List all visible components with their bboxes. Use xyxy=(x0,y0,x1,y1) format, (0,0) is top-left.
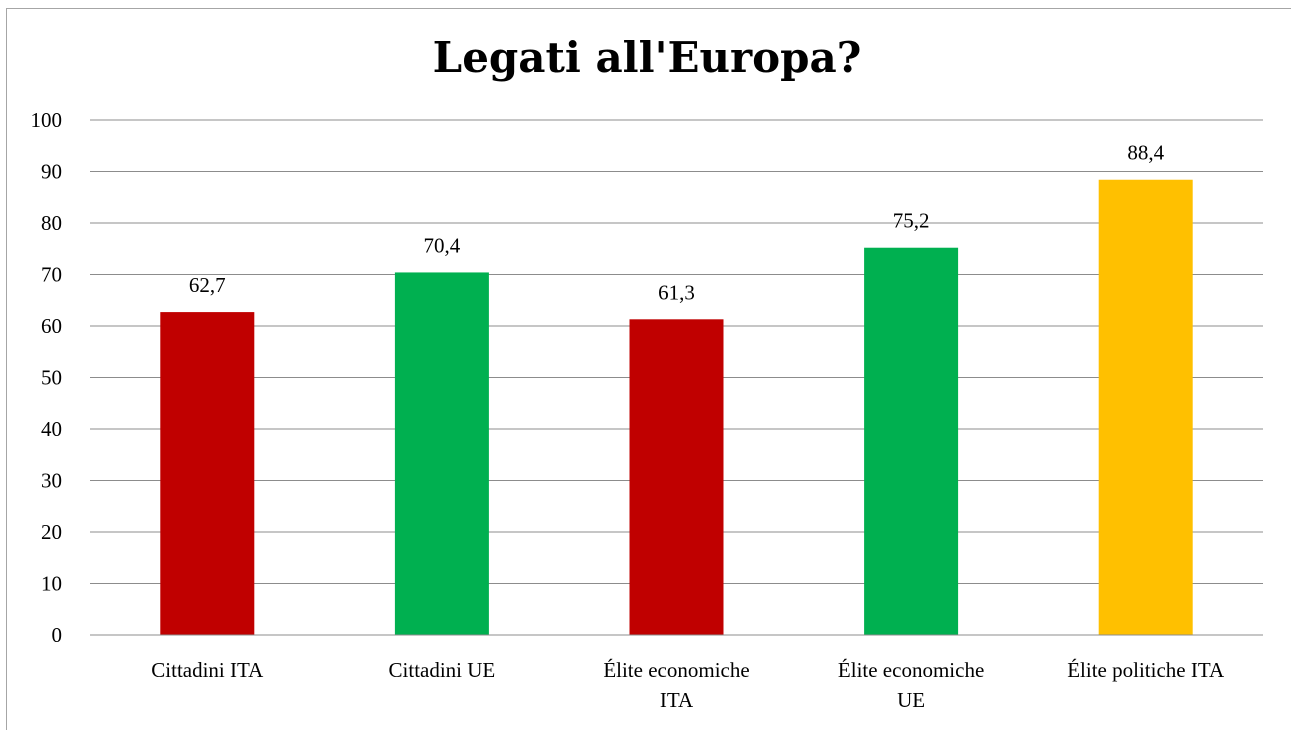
y-tick-label: 30 xyxy=(41,469,62,493)
x-tick-label: Cittadini ITA xyxy=(151,658,264,682)
data-label: 62,7 xyxy=(189,273,226,297)
bar xyxy=(1098,179,1193,636)
data-label: 88,4 xyxy=(1127,141,1164,165)
y-tick-label: 10 xyxy=(41,572,62,596)
data-label: 61,3 xyxy=(658,280,695,304)
chart-frame xyxy=(6,8,1291,730)
bar xyxy=(160,312,255,635)
y-tick-label: 70 xyxy=(41,263,62,287)
y-tick-label: 0 xyxy=(52,623,63,647)
data-label: 75,2 xyxy=(893,209,930,233)
y-tick-label: 100 xyxy=(31,108,63,132)
x-tick-label: Cittadini UE xyxy=(389,658,496,682)
y-axis-ticks: 0 10 20 30 40 50 60 70 80 90 100 xyxy=(31,108,63,647)
y-tick-label: 50 xyxy=(41,366,62,390)
x-tick-label: Élite politiche ITA xyxy=(1067,658,1225,682)
x-axis-labels: Cittadini ITA Cittadini UE Élite economich… xyxy=(151,658,1225,712)
bars xyxy=(160,179,1193,636)
y-tick-label: 90 xyxy=(41,160,62,184)
x-tick-label: UE xyxy=(897,688,925,712)
data-label: 70,4 xyxy=(424,233,461,257)
x-tick-label: Élite economiche xyxy=(603,658,749,682)
y-tick-label: 60 xyxy=(41,314,62,338)
bar xyxy=(394,272,489,635)
y-tick-label: 40 xyxy=(41,417,62,441)
bar xyxy=(864,247,959,635)
y-tick-label: 80 xyxy=(41,211,62,235)
x-tick-label: ITA xyxy=(660,688,694,712)
bar xyxy=(629,319,724,635)
chart-title: Legati all'Europa? xyxy=(433,33,862,82)
data-labels: 62,7 70,4 61,3 75,2 88,4 xyxy=(189,141,1165,305)
y-tick-label: 20 xyxy=(41,520,62,544)
x-tick-label: Élite economiche xyxy=(838,658,984,682)
